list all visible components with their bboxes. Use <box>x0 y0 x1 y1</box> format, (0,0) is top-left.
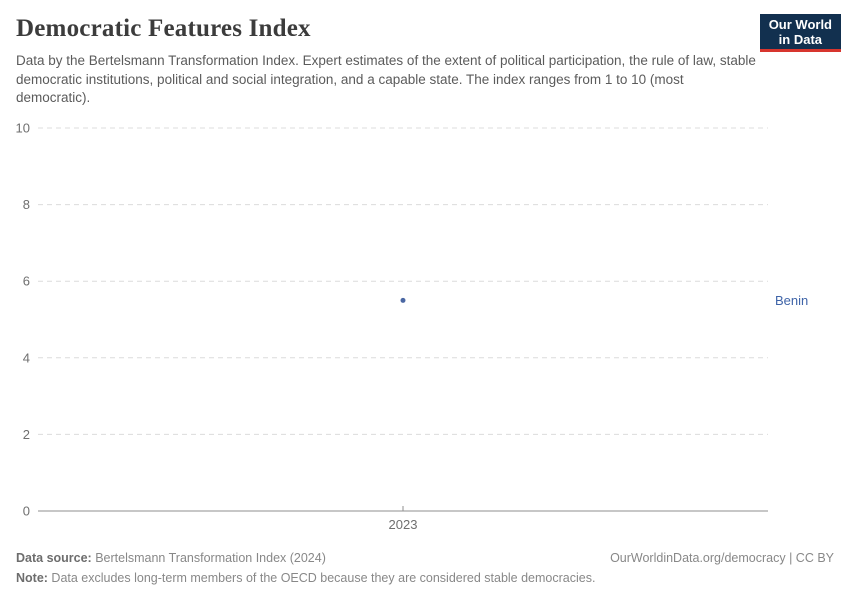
data-source-text: Bertelsmann Transformation Index (2024) <box>91 551 326 565</box>
y-tick-label: 6 <box>23 274 30 289</box>
note-text: Data excludes long-term members of the O… <box>47 571 596 585</box>
data-point-benin[interactable] <box>400 297 406 303</box>
x-tick-label: 2023 <box>389 517 418 532</box>
owid-logo-line1: Our World <box>768 17 832 32</box>
data-source-line: Data source: Bertelsmann Transformation … <box>16 548 326 568</box>
y-tick-label: 8 <box>23 197 30 212</box>
owid-logo-line2: in Data <box>778 32 823 47</box>
chart-subtitle: Data by the Bertelsmann Transformation I… <box>16 53 756 105</box>
chart-area: 0 2 4 6 8 10 2023 Benin <box>0 115 850 540</box>
owid-logo[interactable]: Our World in Data <box>759 14 841 52</box>
note-label: Note: <box>16 571 48 585</box>
y-tick-label: 4 <box>23 350 30 365</box>
y-tick-label: 2 <box>23 427 30 442</box>
owid-citation-link[interactable]: OurWorldinData.org/democracy | CC BY <box>610 551 834 565</box>
y-tick-label: 10 <box>16 121 30 136</box>
chart-canvas: 0 2 4 6 8 10 2023 Benin <box>16 121 809 533</box>
entity-label-benin[interactable]: Benin <box>775 293 808 308</box>
chart-footer: Data source: Bertelsmann Transformation … <box>16 548 834 588</box>
chart-title: Democratic Features Index <box>16 15 311 42</box>
data-source-label: Data source: <box>16 551 92 565</box>
note-line: Note: Data excludes long-term members of… <box>16 571 595 585</box>
y-tick-label: 0 <box>23 504 30 519</box>
